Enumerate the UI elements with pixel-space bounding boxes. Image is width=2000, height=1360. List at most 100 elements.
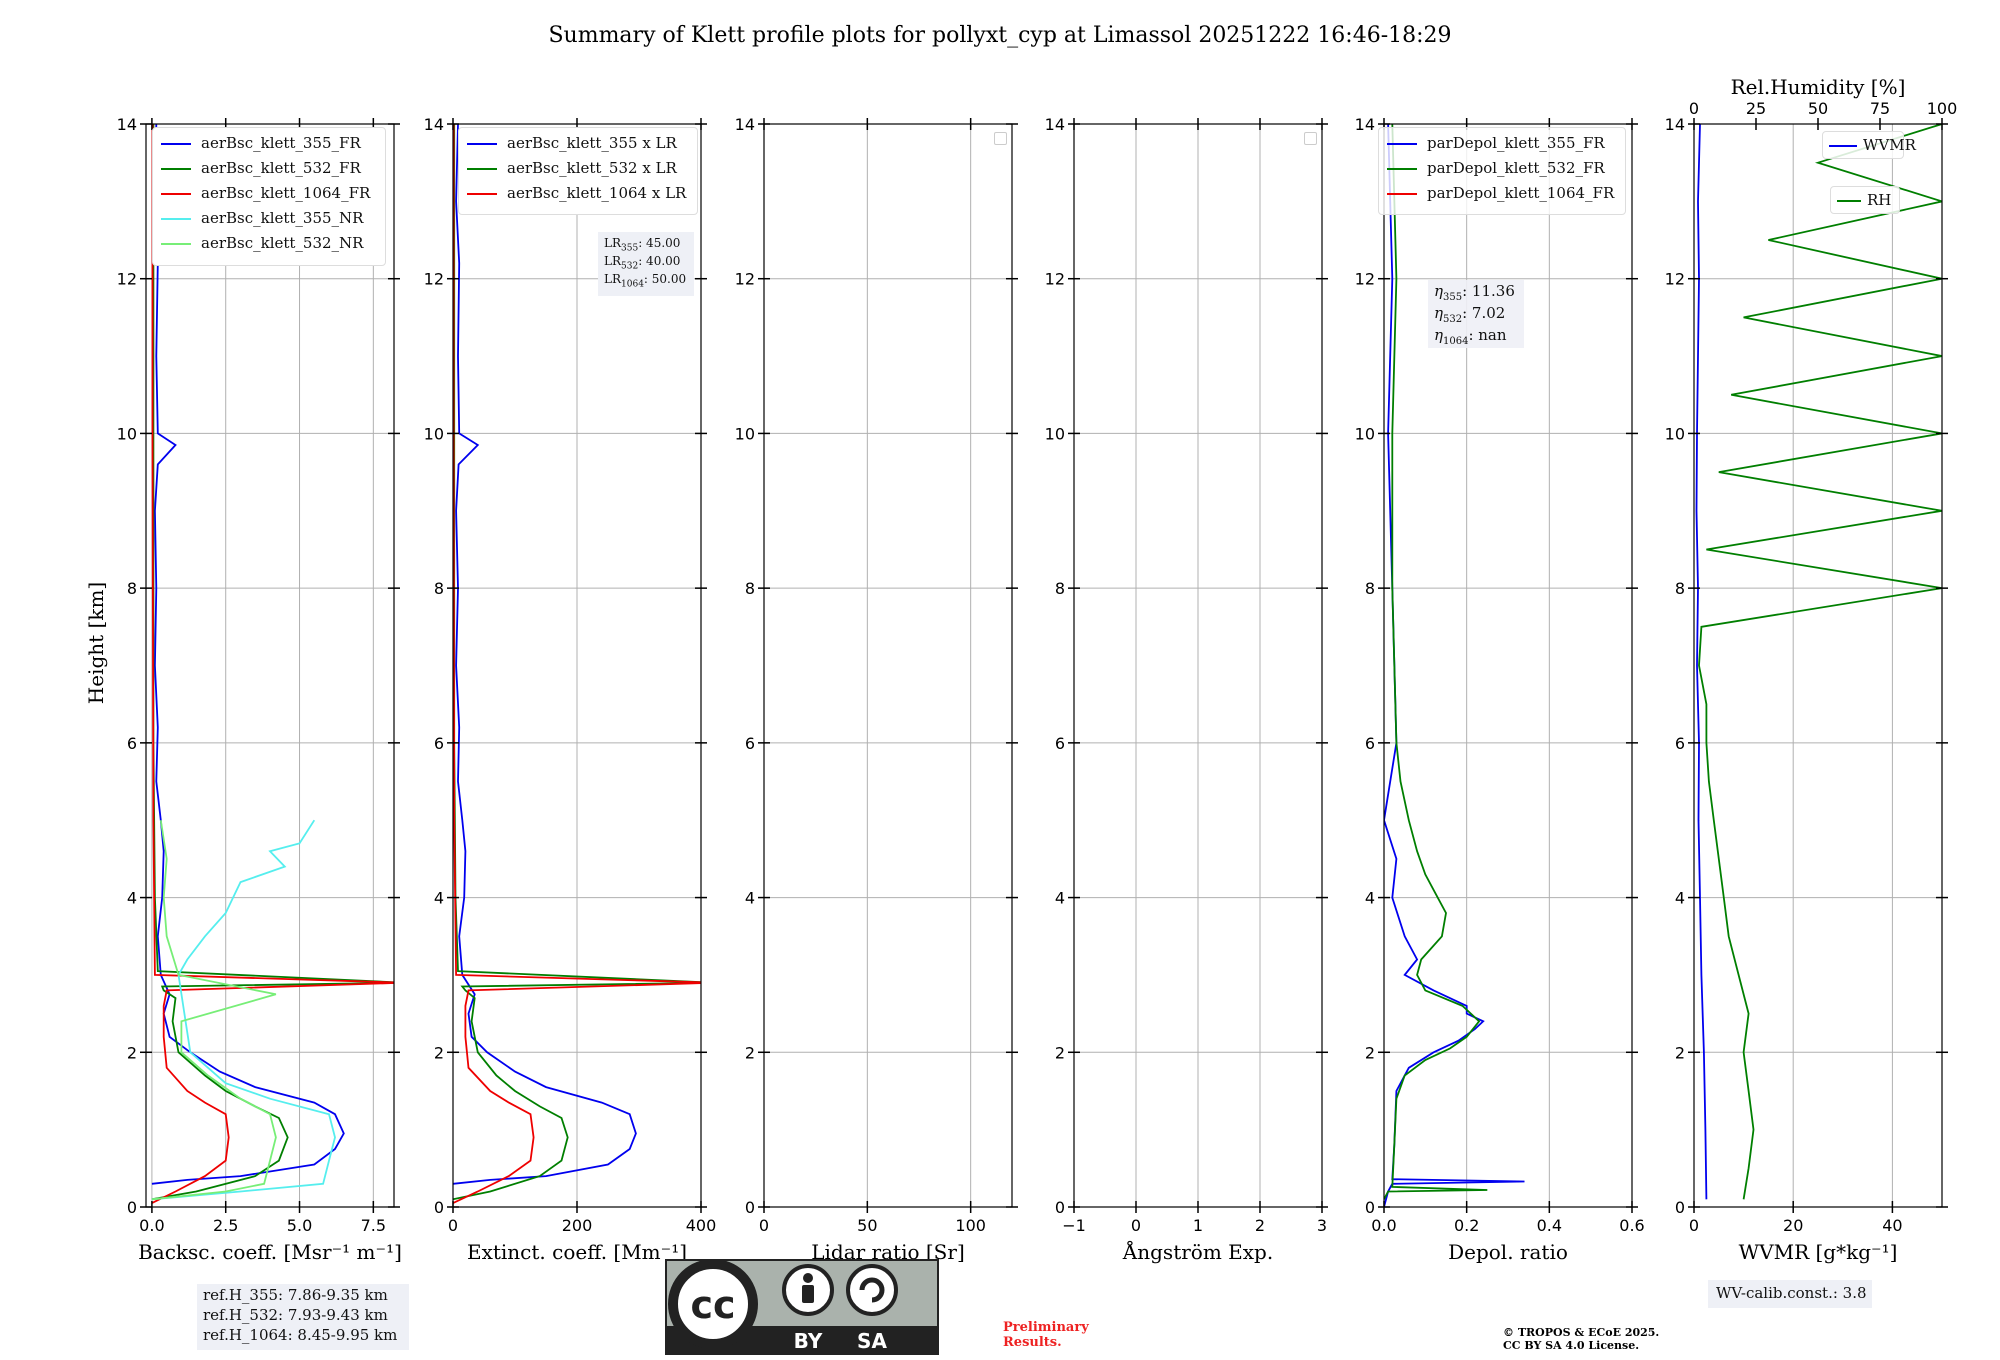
series-group — [453, 124, 701, 1204]
legend-entry: aerBsc_klett_532_NR — [161, 234, 363, 252]
x2-axis-label: Rel.Humidity [%] — [1731, 75, 1906, 99]
y-tick-label: 8 — [1055, 579, 1065, 598]
y-tick-label: 14 — [117, 115, 137, 134]
x-tick-label: 40 — [1882, 1216, 1902, 1235]
y-tick-label: 0 — [1365, 1198, 1375, 1217]
y-tick-label: 6 — [434, 734, 444, 753]
x2-tick-label: 50 — [1808, 99, 1828, 118]
y-tick-label: 12 — [1045, 270, 1065, 289]
legend-entry: aerBsc_klett_532_FR — [161, 159, 361, 177]
y-tick-label: 0 — [1055, 1198, 1065, 1217]
x-tick-label: 0.0 — [139, 1216, 164, 1235]
y-tick-label: 10 — [1355, 424, 1375, 443]
y-tick-label: 12 — [424, 270, 444, 289]
y-tick-label: 4 — [745, 889, 755, 908]
y-tick-label: 8 — [127, 579, 137, 598]
x2-tick-label: 25 — [1746, 99, 1766, 118]
reference-height-box: ref.H_355: 7.86-9.35 km ref.H_532: 7.93-… — [197, 1284, 409, 1350]
x2-tick-label: 75 — [1870, 99, 1890, 118]
series-line-aerBsc_klett_355_FR — [151, 124, 345, 1185]
y-tick-label: 14 — [1665, 115, 1685, 134]
depol-eta-box: η355: 11.36 η532: 7.02 η1064: nan — [1428, 280, 1524, 348]
series-group — [1695, 124, 1942, 1200]
legend-rh: RH — [1830, 186, 1900, 214]
x-axis-label: WVMR [g*kg⁻¹] — [1739, 1240, 1898, 1264]
y-tick-label: 8 — [1675, 579, 1685, 598]
x-tick-label: 20 — [1783, 1216, 1803, 1235]
y-tick-label: 14 — [735, 115, 755, 134]
series-line-aerBsc_klett_355 x LR — [453, 124, 637, 1185]
y-tick-label: 6 — [127, 734, 137, 753]
x-axis-label: Extinct. coeff. [Mm⁻¹] — [467, 1240, 687, 1264]
y-tick-label: 6 — [1055, 734, 1065, 753]
y-tick-label: 14 — [1045, 115, 1065, 134]
y-tick-label: 4 — [1675, 889, 1685, 908]
y-tick-label: 8 — [434, 579, 444, 598]
x-tick-label: 0 — [448, 1216, 458, 1235]
x-tick-label: 0 — [759, 1216, 769, 1235]
legend-wvmr: WVMR — [1822, 131, 1916, 159]
y-tick-label: 8 — [745, 579, 755, 598]
legend-entry: aerBsc_klett_355_NR — [161, 209, 363, 227]
empty-legend-angstrom — [1304, 132, 1317, 145]
y-tick-label: 12 — [117, 270, 137, 289]
x2-tick-label: 100 — [1927, 99, 1958, 118]
y-tick-label: 2 — [1675, 1043, 1685, 1062]
cc-by-label: BY — [794, 1329, 823, 1353]
y-tick-label: 6 — [1365, 734, 1375, 753]
series-line-aerBsc_klett_532_NR — [151, 820, 277, 1201]
legend-depol: parDepol_klett_355_FR parDepol_klett_532… — [1378, 127, 1626, 215]
x-tick-label: 3 — [1317, 1216, 1327, 1235]
series-line-aerBsc_klett_355_NR — [151, 819, 336, 1201]
plot-frame — [1383, 123, 1633, 1208]
y-tick-label: 14 — [1355, 115, 1375, 134]
y-tick-label: 6 — [745, 734, 755, 753]
x-axis-label: Backsc. coeff. [Msr⁻¹ m⁻¹] — [138, 1240, 402, 1264]
legend-extinction: aerBsc_klett_355 x LR aerBsc_klett_532 x… — [458, 127, 698, 215]
x2-tick-label: 0 — [1689, 99, 1699, 118]
y-tick-label: 10 — [735, 424, 755, 443]
y-tick-label: 12 — [1355, 270, 1375, 289]
y-tick-label: 4 — [434, 889, 444, 908]
series-line-RH — [1698, 124, 1942, 1200]
plot-frame — [145, 123, 395, 1208]
x-tick-label: 0 — [1689, 1216, 1699, 1235]
y-tick-label: 6 — [1675, 734, 1685, 753]
y-tick-label: 10 — [117, 424, 137, 443]
legend-entry: aerBsc_klett_355_FR — [161, 134, 361, 152]
x-tick-label: 1 — [1193, 1216, 1203, 1235]
cc-license-logo: cc BY SA — [665, 1259, 939, 1355]
x-tick-label: 5.0 — [287, 1216, 312, 1235]
y-tick-label: 0 — [127, 1198, 137, 1217]
y-tick-label: 2 — [127, 1043, 137, 1062]
legend-entry: aerBsc_klett_1064 x LR — [467, 184, 686, 202]
x-tick-label: 2.5 — [213, 1216, 238, 1235]
x-tick-label: 0.4 — [1537, 1216, 1562, 1235]
y-tick-label: 2 — [1365, 1043, 1375, 1062]
copyright-line2: CC BY SA 4.0 License. — [1503, 1339, 1639, 1352]
panel-1: 0 2 4 6 8 10 12 14 0.0 2.5 5.0 7.5 Backsc. coeff. [M… — [117, 115, 402, 1264]
series-line-WVMR — [1695, 124, 1708, 1200]
y-axis-label: Height [km] — [84, 582, 108, 704]
y-tick-label: 4 — [1365, 889, 1375, 908]
y-tick-label: 2 — [434, 1043, 444, 1062]
x-tick-label: 50 — [857, 1216, 877, 1235]
legend-backscatter: aerBsc_klett_355_FR aerBsc_klett_532_FR … — [152, 127, 386, 266]
y-tick-label: 4 — [1055, 889, 1065, 908]
y-tick-label: 10 — [1665, 424, 1685, 443]
series-line-aerBsc_klett_532_FR — [151, 124, 394, 1201]
y-tick-label: 0 — [1675, 1198, 1685, 1217]
legend-entry: parDepol_klett_355_FR — [1387, 134, 1605, 152]
legend-entry: aerBsc_klett_532 x LR — [467, 159, 677, 177]
cc-mark: cc — [690, 1283, 735, 1327]
y-tick-label: 2 — [1055, 1043, 1065, 1062]
y-tick-label: 0 — [434, 1198, 444, 1217]
x-tick-label: 7.5 — [361, 1216, 386, 1235]
x-tick-label: 0 — [1131, 1216, 1141, 1235]
series-line-parDepol_klett_532_FR — [1384, 124, 1488, 1200]
series-group — [1384, 124, 1525, 1207]
x-tick-label: 100 — [955, 1216, 986, 1235]
